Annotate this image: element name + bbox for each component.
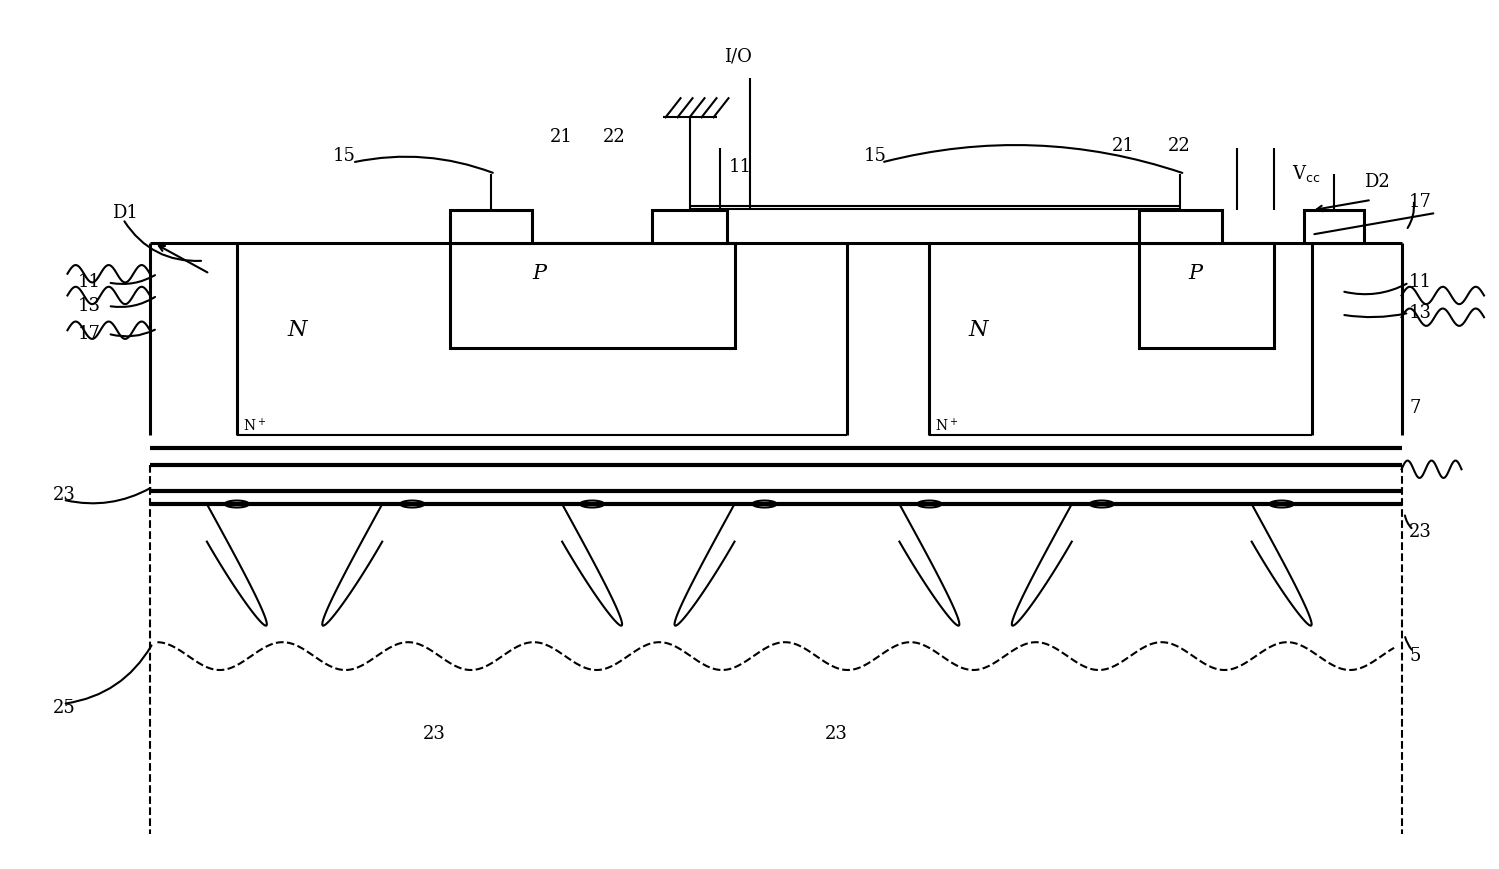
Text: D2: D2: [1364, 174, 1390, 191]
Text: 17: 17: [1409, 193, 1432, 210]
Text: V$_{\rm cc}$: V$_{\rm cc}$: [1292, 163, 1321, 184]
Text: 15: 15: [333, 148, 355, 165]
Text: 23: 23: [52, 487, 75, 504]
Text: P: P: [532, 264, 546, 283]
Text: 23: 23: [824, 726, 848, 743]
Text: N$^+$: N$^+$: [243, 417, 265, 434]
Text: 25: 25: [52, 700, 75, 717]
Bar: [1304, 210, 1364, 243]
Text: 22: 22: [603, 129, 625, 146]
Bar: [652, 210, 727, 243]
Bar: [1139, 210, 1222, 243]
Text: 17: 17: [78, 325, 100, 342]
Text: 23: 23: [1409, 523, 1432, 541]
Text: P: P: [1189, 264, 1202, 283]
Text: D1: D1: [112, 204, 138, 222]
Text: 15: 15: [863, 148, 886, 165]
Text: I/O: I/O: [724, 48, 751, 65]
Bar: [450, 243, 735, 348]
Text: 11: 11: [78, 274, 100, 291]
Text: 13: 13: [1409, 304, 1432, 322]
Text: N$^+$: N$^+$: [935, 417, 958, 434]
Text: 21: 21: [550, 129, 573, 146]
Text: 22: 22: [1168, 137, 1190, 155]
Text: 11: 11: [729, 158, 752, 176]
Text: 13: 13: [78, 297, 100, 315]
Text: 11: 11: [1409, 274, 1432, 291]
Text: N: N: [288, 319, 307, 342]
Text: 23: 23: [423, 726, 447, 743]
Text: 7: 7: [1409, 400, 1421, 417]
Text: N: N: [968, 319, 988, 342]
Text: 21: 21: [1112, 137, 1135, 155]
Bar: [1139, 243, 1274, 348]
Text: 5: 5: [1409, 647, 1421, 665]
Bar: [450, 210, 532, 243]
